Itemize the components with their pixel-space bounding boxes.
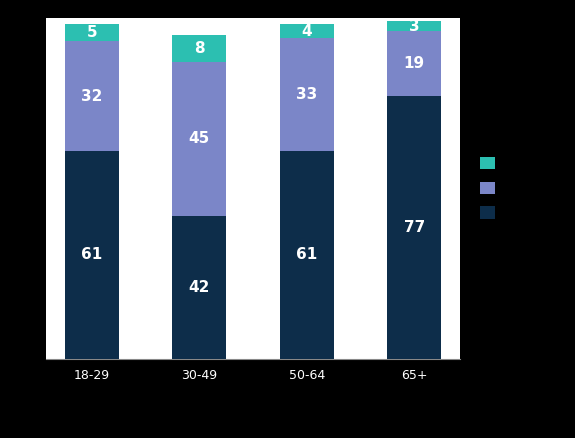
Legend: , , : , , [474,152,503,225]
Text: 61: 61 [296,247,317,262]
Text: 5: 5 [86,25,97,40]
Bar [388,21,441,31]
Text: 4: 4 [301,24,312,39]
Text: 45: 45 [189,131,210,146]
Text: 8: 8 [194,41,205,56]
Bar [172,35,226,62]
Text: 77: 77 [404,220,425,235]
Text: 3: 3 [409,18,420,34]
Bar [388,96,441,359]
Bar [280,151,333,359]
Bar [280,25,333,38]
Bar [65,151,118,359]
Text: 32: 32 [81,88,102,104]
Bar [280,38,333,151]
Text: 61: 61 [81,247,102,262]
Bar [172,62,226,215]
Bar [388,31,441,96]
Text: 33: 33 [296,87,317,102]
Text: 42: 42 [189,280,210,295]
Bar [172,215,226,359]
Bar [65,42,118,151]
Text: 19: 19 [404,56,425,71]
Bar [65,25,118,42]
